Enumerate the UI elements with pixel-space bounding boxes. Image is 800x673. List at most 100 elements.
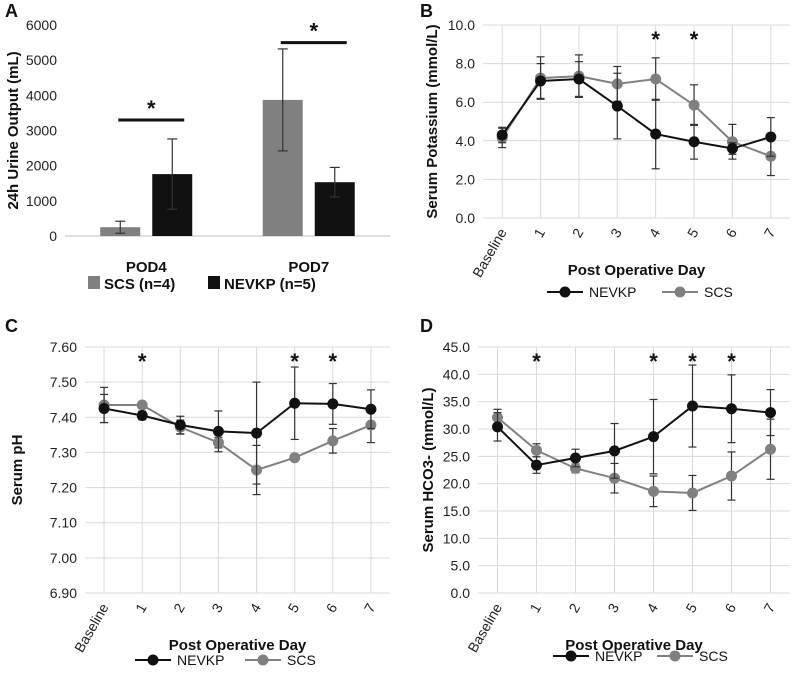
significance-marker: * <box>290 349 299 374</box>
legend-swatch <box>88 276 100 289</box>
data-point <box>570 452 581 464</box>
series-line <box>103 402 372 435</box>
y-tick-label: 0.0 <box>456 210 476 226</box>
data-point <box>573 73 585 85</box>
x-tick-label: POD4 <box>126 259 168 276</box>
y-tick-label: 2000 <box>26 158 57 174</box>
significance-marker: * <box>532 349 541 374</box>
panel-c: C 6.90 7.00 7.10 7.20 7.30 7.40 7.50 7.60 Serum p… <box>5 316 390 668</box>
data-point <box>136 410 148 422</box>
data-point <box>688 99 700 111</box>
x-tick-label: 1 <box>132 600 150 615</box>
significance-marker: * <box>329 349 338 374</box>
y-tick-label: 4000 <box>26 87 57 103</box>
x-tick-label: POD7 <box>288 259 329 276</box>
x-tick-label: Baseline <box>464 600 505 655</box>
y-tick-label: 45.0 <box>443 339 470 355</box>
legend-swatch-marker <box>559 286 571 298</box>
y-tick-label: 20.0 <box>443 476 470 492</box>
x-axis-title: Post Operative Day <box>169 637 307 654</box>
legend-label: NEVKP (n=5) <box>224 276 316 293</box>
y-tick-label: 7.10 <box>50 515 77 531</box>
y-tick-label: 10.0 <box>443 530 470 546</box>
series-line <box>496 405 771 467</box>
y-tick-label: 40.0 <box>443 366 470 382</box>
data-point <box>765 131 777 143</box>
data-point <box>650 73 662 85</box>
x-tick-label: 3 <box>208 600 226 615</box>
data-point <box>687 487 698 499</box>
data-point <box>648 485 659 497</box>
significance-marker: * <box>138 349 147 374</box>
significance-marker: * <box>147 96 156 121</box>
x-tick-label: 7 <box>761 225 779 240</box>
y-tick-label: 1000 <box>26 193 57 209</box>
data-point <box>174 419 186 431</box>
y-tick-label: 7.50 <box>50 374 77 390</box>
data-point <box>251 427 263 439</box>
x-tick-label: 5 <box>285 600 303 615</box>
panel-letter: B <box>420 1 433 21</box>
y-tick-label: 30.0 <box>443 421 470 437</box>
data-point <box>212 425 224 437</box>
legend-label: SCS <box>704 284 733 300</box>
data-point <box>327 398 339 410</box>
data-point <box>650 128 662 140</box>
legend-label: SCS <box>287 652 316 668</box>
x-tick-label: 6 <box>721 600 739 615</box>
data-point <box>365 403 377 415</box>
x-tick-label: 3 <box>607 225 625 240</box>
legend-swatch-marker <box>147 654 159 666</box>
x-tick-label: Baseline <box>469 225 510 280</box>
panel-d: D 0.0 5.0 10.0 15.0 20.0 25.0 30.0 35.0 40.0 45.0 S… <box>420 316 790 664</box>
series-line <box>496 416 772 494</box>
legend-swatch-marker <box>257 654 269 666</box>
y-tick-label: 7.30 <box>50 444 77 460</box>
data-point <box>535 75 547 87</box>
legend-swatch <box>208 276 220 289</box>
legend-label: SCS <box>699 648 728 664</box>
x-tick-label: 7 <box>760 600 778 615</box>
x-tick-label: 1 <box>526 600 544 615</box>
x-tick-label: 5 <box>684 225 702 240</box>
data-point <box>688 136 700 148</box>
data-point <box>492 421 503 433</box>
data-point <box>531 444 542 456</box>
x-tick-label: 2 <box>569 225 587 240</box>
y-axis-title: 24h Urine Output (mL) <box>5 51 22 209</box>
y-axis-title: Serum Potassium (mmol/L) <box>424 24 441 218</box>
data-point <box>611 100 623 112</box>
data-point <box>289 452 301 464</box>
legend-label: SCS (n=4) <box>104 276 175 293</box>
data-point <box>98 403 110 414</box>
y-tick-label: 7.40 <box>50 409 77 425</box>
data-point <box>726 143 738 155</box>
legend-label: NEVKP <box>177 652 224 668</box>
series-line <box>104 403 372 472</box>
data-point <box>327 435 339 447</box>
y-tick-label: 6.90 <box>50 585 77 601</box>
y-tick-label: 15.0 <box>443 503 470 519</box>
data-point <box>496 129 508 141</box>
x-axis-title: Post Operative Day <box>568 262 706 279</box>
y-tick-label: 7.20 <box>50 480 77 496</box>
x-tick-label: 2 <box>170 600 188 615</box>
y-tick-label: 0 <box>49 228 57 244</box>
y-tick-label: 5000 <box>26 52 57 68</box>
legend-swatch-marker <box>565 650 577 662</box>
significance-marker: * <box>688 349 697 374</box>
y-tick-label: 35.0 <box>443 394 470 410</box>
y-tick-label: 0.0 <box>451 585 471 601</box>
x-tick-label: 1 <box>530 225 548 240</box>
y-tick-label: 7.00 <box>50 550 77 566</box>
significance-marker: * <box>727 349 736 374</box>
series-line <box>501 75 772 158</box>
data-point <box>531 459 542 471</box>
data-point <box>765 407 776 419</box>
y-tick-label: 8.0 <box>456 56 476 72</box>
x-tick-label: 2 <box>565 600 583 615</box>
y-tick-label: 5.0 <box>451 558 471 574</box>
x-tick-label: 7 <box>361 600 379 615</box>
y-tick-label: 6000 <box>26 17 57 33</box>
x-tick-label: Baseline <box>71 600 112 655</box>
